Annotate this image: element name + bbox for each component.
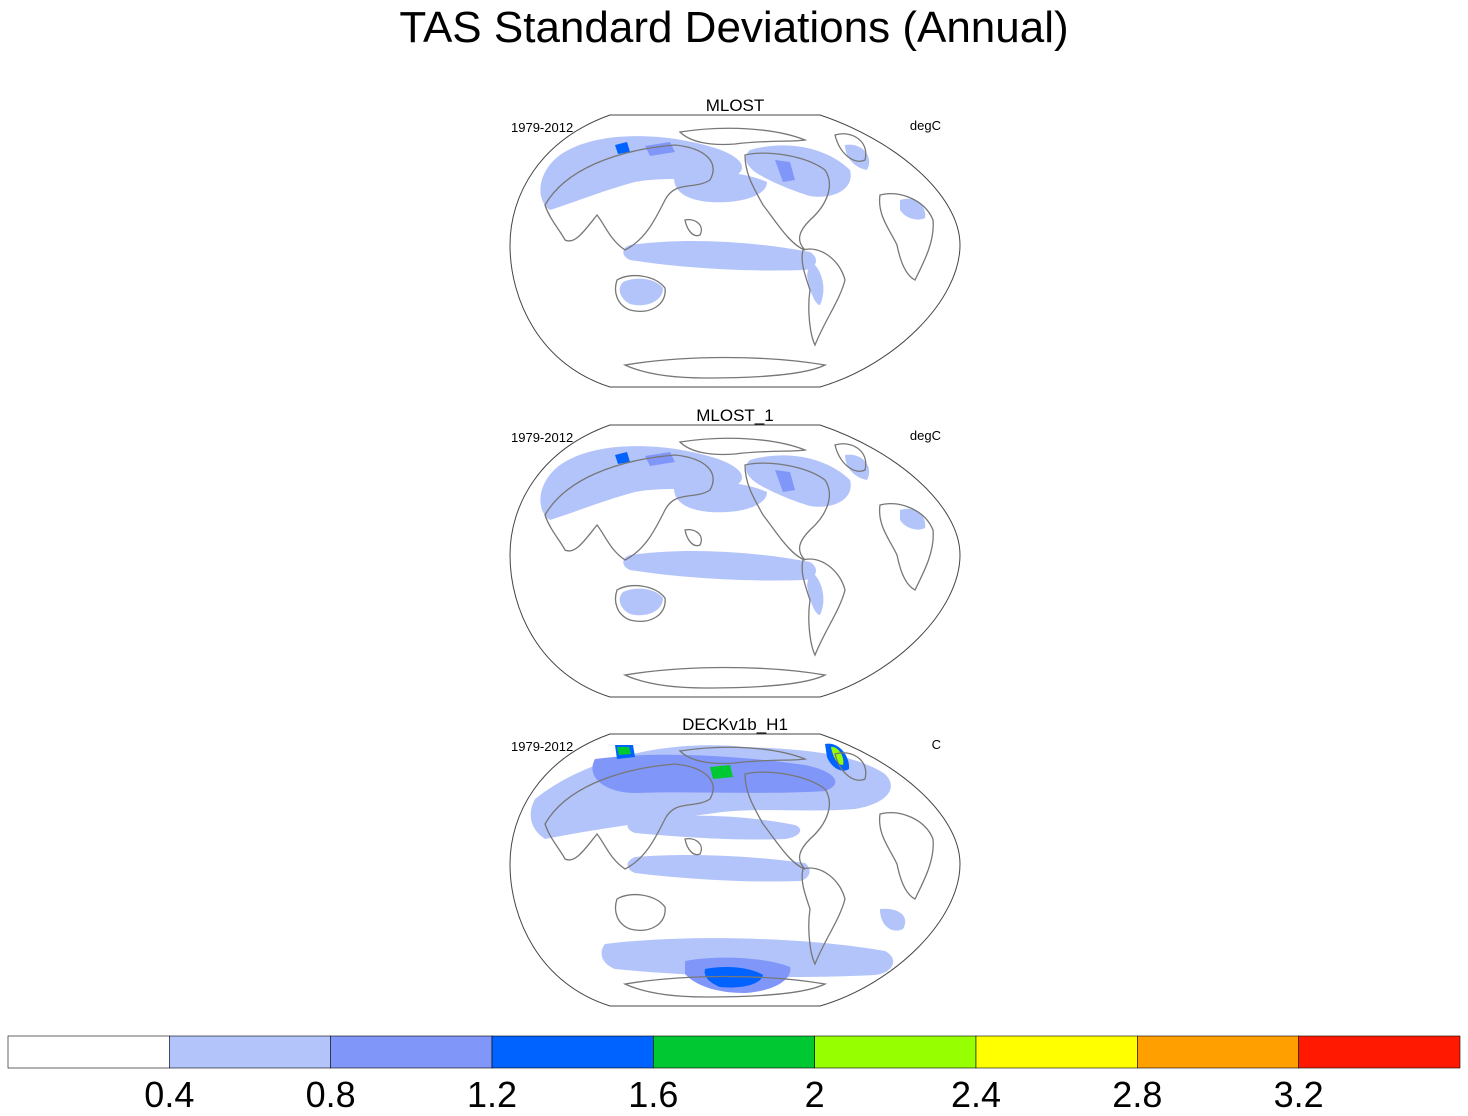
siberia-peak [615,142,630,154]
arctic-peak [710,765,733,779]
north-america-shade [745,145,851,197]
colorbar-tick-label: 2.4 [950,1074,1002,1115]
colorbar-swatch-6 [814,1035,977,1069]
map-panel-mlost-1: MLOST_1 1979-2012 degC [505,406,965,720]
greenland-shade [845,144,870,170]
maritime-continent-coast [684,838,702,856]
canada-core [775,160,795,182]
map-frame [509,424,961,698]
enso-shade [623,240,817,271]
colorbar-tick-label: 1.2 [466,1074,518,1115]
arctic-coast [678,746,808,765]
maritime-continent-coast [684,529,702,547]
peru-shade [807,570,824,615]
africa-shade [900,198,926,220]
panel-period: 1979-2012 [511,739,574,754]
south-atlantic-shade [880,908,906,931]
enso-shade [627,855,810,882]
map-panel-mlost: MLOST 1979-2012 degC [505,96,965,410]
colorbar-tick-label: 3.2 [1273,1074,1324,1115]
colorbar-tick-label: 1.6 [628,1074,679,1115]
colorbar-swatch-9 [1298,1035,1461,1069]
antarctica-coast [622,975,828,998]
south-america-coast [801,558,846,657]
australia-coast [614,893,666,931]
africa-coast [878,503,934,591]
colorbar-swatch-4 [491,1035,654,1069]
colorbar-tick-label: 0.4 [144,1074,195,1115]
map-frame [509,733,961,1007]
colorbar-swatch-3 [330,1035,493,1069]
maritime-continent-coast [684,219,702,237]
arctic-coast [678,437,808,456]
greenland-coast [834,443,867,472]
antarctica-coast [622,356,828,379]
north-pacific-shade [674,481,767,513]
south-america-coast [801,248,846,347]
greenland-shade [845,454,870,480]
north-america-coast [744,462,830,561]
australia-shade [619,278,663,306]
figure-title: TAS Standard Deviations (Annual) [399,3,1069,52]
enso-shade [623,550,817,581]
panel-period: 1979-2012 [511,430,574,445]
shading-layer [540,127,934,379]
panel-title: MLOST [705,96,765,115]
shading-layer [530,743,934,998]
panel-period: 1979-2012 [511,120,574,135]
africa-coast [878,812,934,900]
australia-coast [614,584,666,622]
north-america-coast [744,152,830,251]
map-canvas [509,733,961,1007]
colorbar-swatch-5 [653,1035,815,1069]
australia-shade [619,588,663,616]
australia-coast [614,274,666,312]
panel-title: MLOST_1 [696,406,774,425]
peru-shade [807,260,824,305]
siberia-peak [615,452,630,464]
africa-shade [900,508,926,530]
eurasia-coast [544,144,714,251]
panel-units: C [931,737,941,752]
greenland-coast [834,752,867,781]
map-canvas [509,424,961,698]
arctic-asia-shade [540,136,743,210]
eurasia-coast [544,454,714,561]
colorbar-swatch-2 [169,1035,331,1069]
canada-core [775,470,795,492]
africa-coast [878,193,934,281]
map-canvas [509,114,961,388]
shading-layer [540,437,934,689]
panel-units: degC [909,428,941,443]
map-frame [509,114,961,388]
arctic-asia-shade [540,446,743,520]
greenland-coast [834,133,867,162]
colorbar-swatch-7 [975,1035,1138,1069]
map-panel-deckv1b-h1: DECKv1b_H1 1979-2012 C [505,715,965,1029]
baffin-peak [831,746,844,765]
antarctic-core [704,967,763,988]
south-america-coast [801,867,846,966]
antarctica-coast [622,666,828,689]
colorbar-tick-label: 0.8 [305,1074,356,1115]
panel-title: DECKv1b_H1 [682,715,788,734]
southern-ocean-shade [601,938,894,977]
north-pacific-band [627,815,801,840]
panel-units: degC [909,118,941,133]
eurasia-coast [544,763,714,870]
north-america-coast [744,771,830,870]
north-america-shade [745,455,851,507]
barents-peak [617,747,631,755]
north-pacific-shade [674,171,767,203]
colorbar-swatch-8 [1137,1035,1299,1069]
colorbar-tick-label: 2 [804,1074,825,1115]
arctic-coast [678,127,808,146]
colorbar-tick-label: 2.8 [1112,1074,1163,1115]
colorbar-swatch-1 [7,1035,170,1069]
